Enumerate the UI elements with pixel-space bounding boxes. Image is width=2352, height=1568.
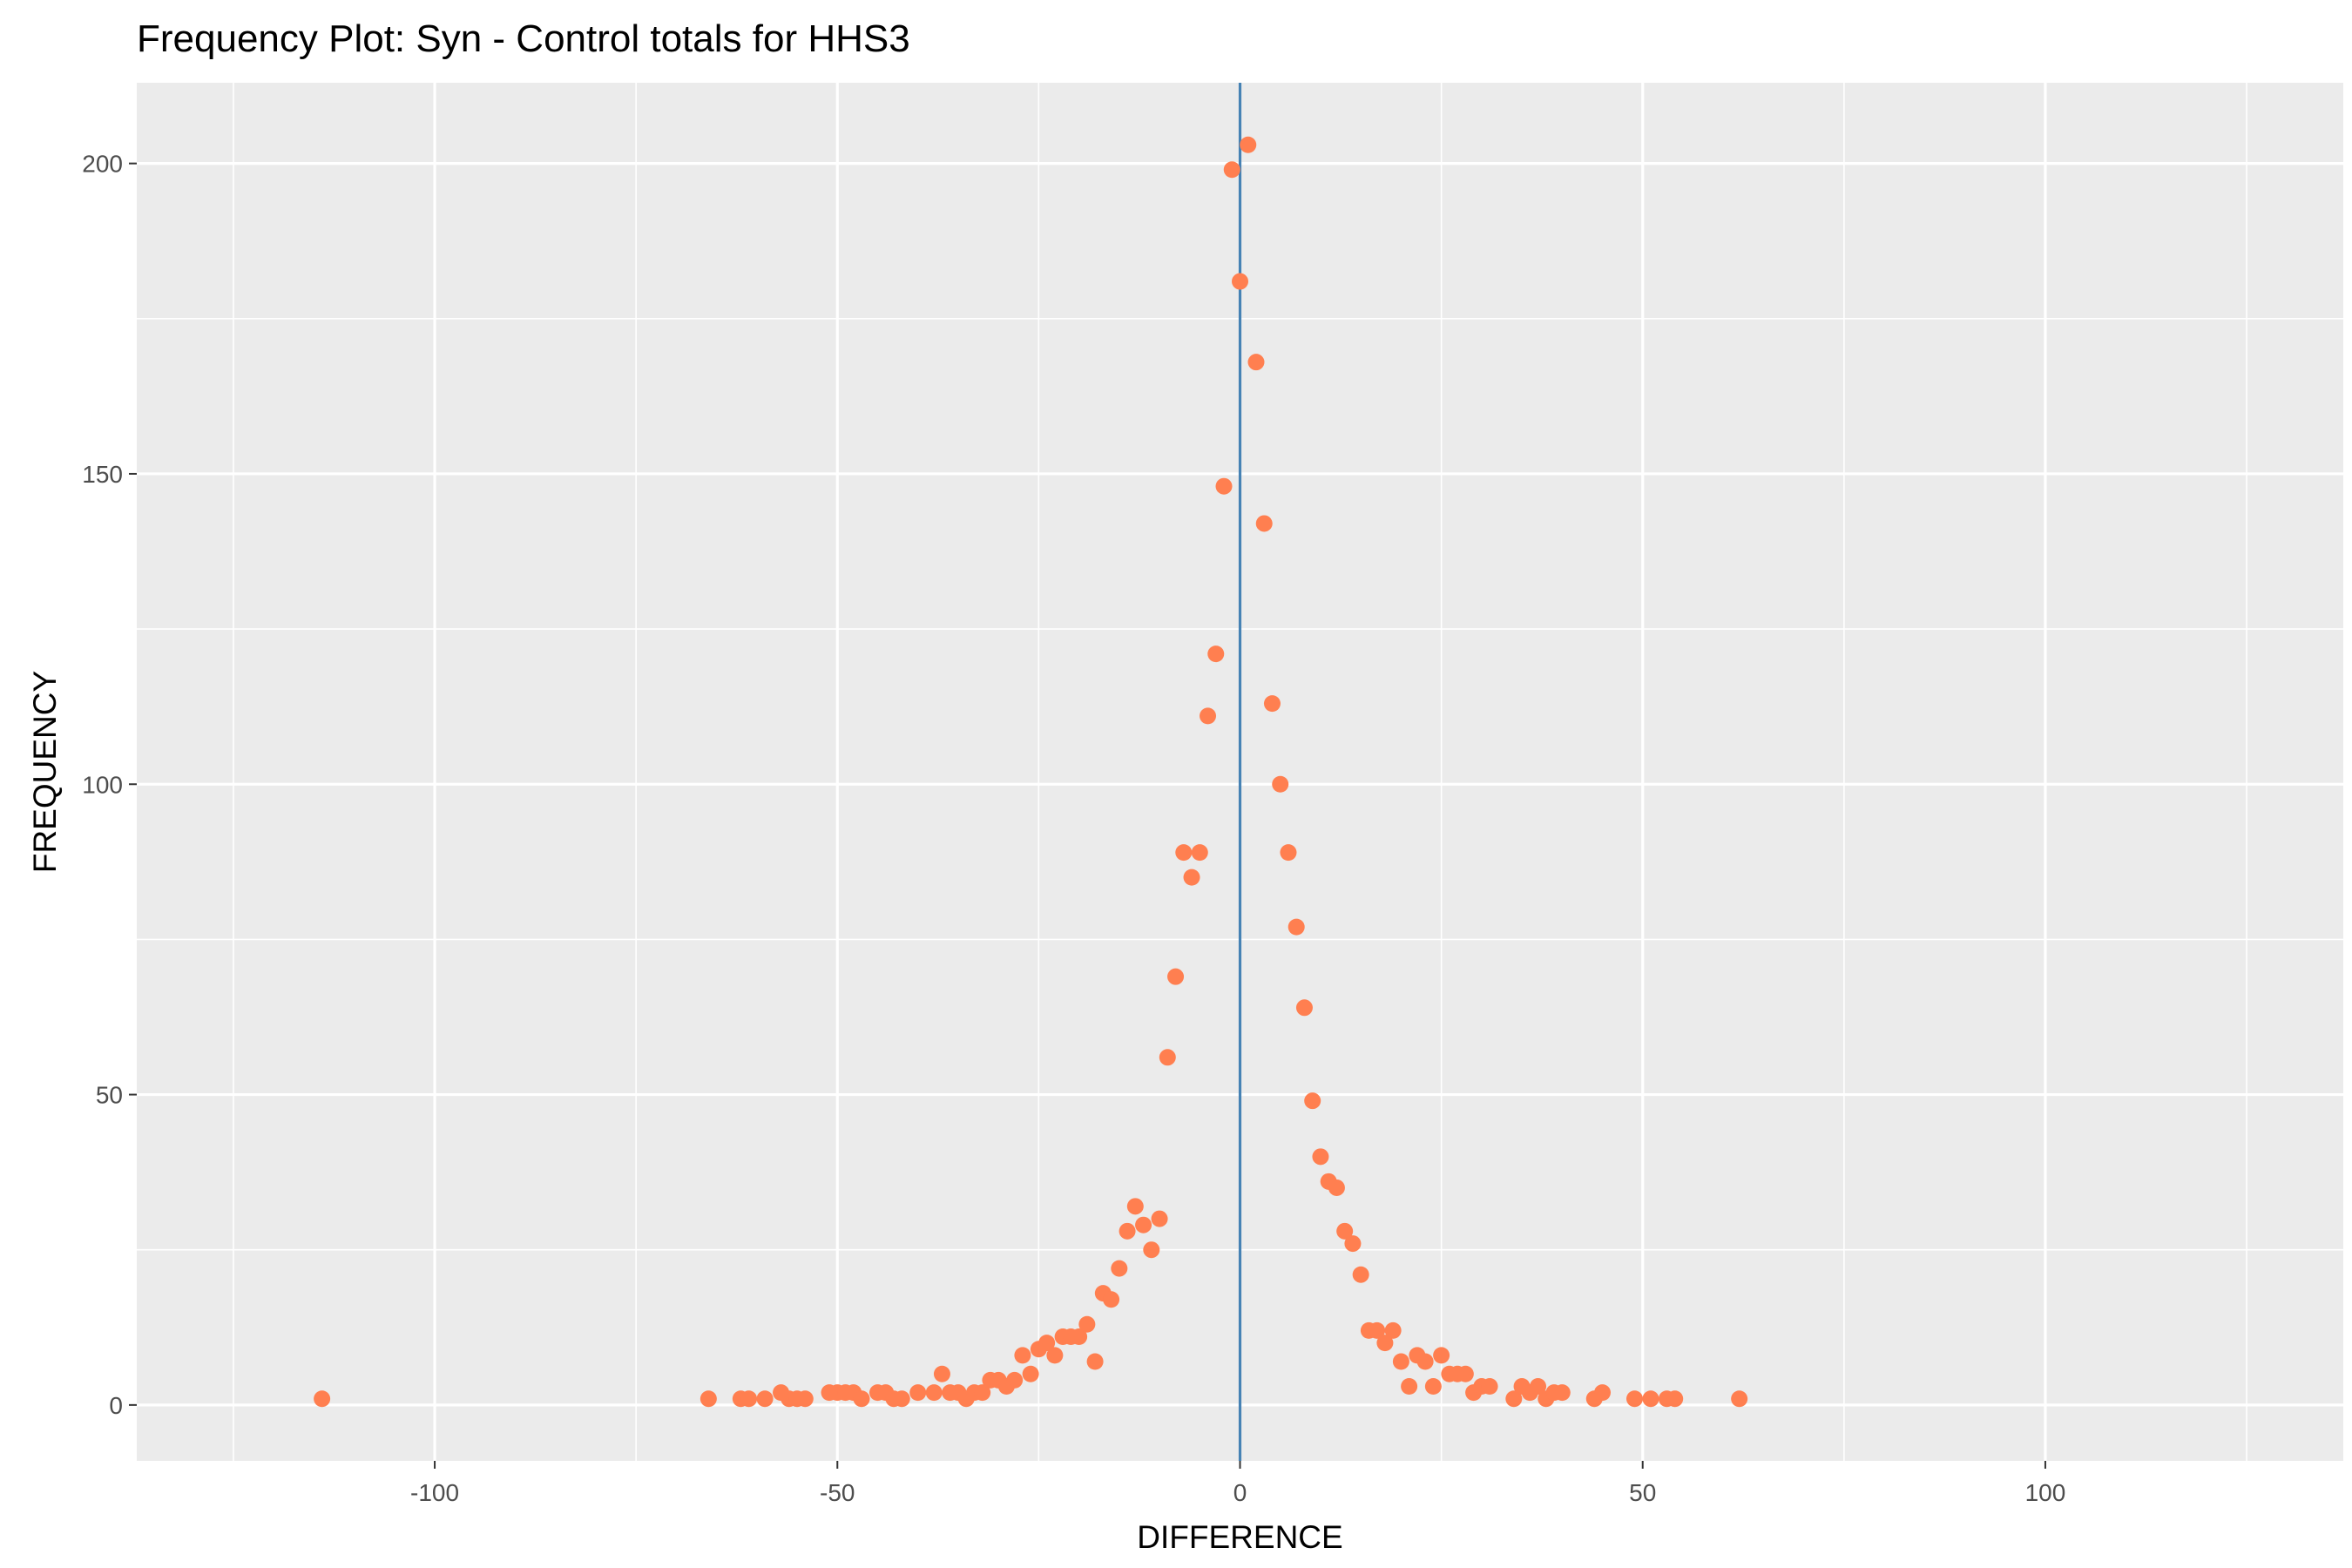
data-point (1103, 1291, 1120, 1308)
data-point (893, 1390, 910, 1408)
data-point (740, 1390, 758, 1408)
y-axis-title: FREQUENCY (27, 671, 63, 873)
data-point (1126, 1198, 1144, 1215)
chart-title: Frequency Plot: Syn - Control totals for… (137, 17, 910, 60)
data-point (1135, 1216, 1152, 1233)
data-point (1594, 1384, 1612, 1402)
y-tick-label: 0 (109, 1392, 123, 1419)
data-point (1369, 1321, 1386, 1339)
data-point (1071, 1328, 1088, 1345)
data-point (1352, 1266, 1369, 1283)
data-point (1433, 1347, 1450, 1364)
data-point (1183, 868, 1200, 886)
data-point (1200, 707, 1217, 725)
data-point (1424, 1377, 1442, 1395)
data-point (1642, 1390, 1659, 1408)
data-point (1456, 1365, 1474, 1382)
x-tick-label: 100 (2025, 1479, 2066, 1506)
data-point (1240, 136, 1257, 153)
x-axis-title: DIFFERENCE (1137, 1519, 1342, 1555)
x-axis: -100 -50 0 50 100 (410, 1461, 2065, 1506)
data-point (909, 1384, 927, 1402)
data-point (1288, 918, 1305, 936)
data-point (1175, 844, 1193, 862)
data-point (853, 1390, 870, 1408)
data-point (700, 1390, 717, 1408)
data-point (1119, 1222, 1136, 1240)
data-point (1272, 775, 1289, 793)
data-point (1223, 161, 1240, 179)
data-point (1143, 1241, 1160, 1259)
x-tick-label: 50 (1629, 1479, 1656, 1506)
data-point (1167, 968, 1185, 985)
y-tick-label: 150 (82, 461, 123, 488)
data-point (1255, 515, 1273, 532)
data-point (1086, 1353, 1104, 1370)
data-point (1530, 1377, 1547, 1395)
data-point (1263, 695, 1281, 713)
data-point (1280, 844, 1297, 862)
data-point (1111, 1260, 1128, 1277)
data-point (1392, 1353, 1409, 1370)
data-point (1376, 1335, 1394, 1352)
x-tick-label: 0 (1233, 1479, 1247, 1506)
data-point (1191, 844, 1208, 862)
data-point (1553, 1384, 1571, 1402)
data-point (1336, 1222, 1354, 1240)
y-tick-label: 100 (82, 771, 123, 798)
data-point (1078, 1315, 1096, 1333)
data-point (974, 1384, 991, 1402)
data-point (1046, 1347, 1064, 1364)
data-point (1328, 1179, 1345, 1196)
points-layer (314, 136, 1748, 1408)
data-point (1625, 1390, 1643, 1408)
y-tick-label: 50 (96, 1082, 123, 1109)
data-point (1344, 1235, 1362, 1253)
data-point (1151, 1210, 1168, 1227)
x-tick-label: -50 (820, 1479, 855, 1506)
data-point (1207, 645, 1225, 663)
data-point (314, 1390, 331, 1408)
data-point (1384, 1321, 1402, 1339)
data-point (1038, 1335, 1056, 1352)
data-point (1014, 1347, 1031, 1364)
data-point (796, 1390, 814, 1408)
data-point (1666, 1390, 1684, 1408)
data-point (1247, 354, 1265, 371)
data-point (933, 1365, 950, 1382)
data-point (1006, 1371, 1024, 1389)
data-point (1731, 1390, 1748, 1408)
data-point (756, 1390, 774, 1408)
data-point (1215, 477, 1233, 495)
data-point (1159, 1049, 1176, 1066)
data-point (1481, 1377, 1498, 1395)
x-tick-label: -100 (410, 1479, 459, 1506)
data-point (925, 1384, 943, 1402)
data-point (1295, 999, 1313, 1017)
data-point (1312, 1148, 1329, 1166)
data-point (1401, 1377, 1418, 1395)
y-tick-label: 200 (82, 151, 123, 178)
data-point (1022, 1365, 1039, 1382)
data-point (1505, 1390, 1523, 1408)
data-point (1232, 273, 1248, 290)
data-point (1416, 1353, 1434, 1370)
data-point (1304, 1092, 1321, 1110)
y-axis: 0 50 100 150 200 (82, 151, 137, 1419)
